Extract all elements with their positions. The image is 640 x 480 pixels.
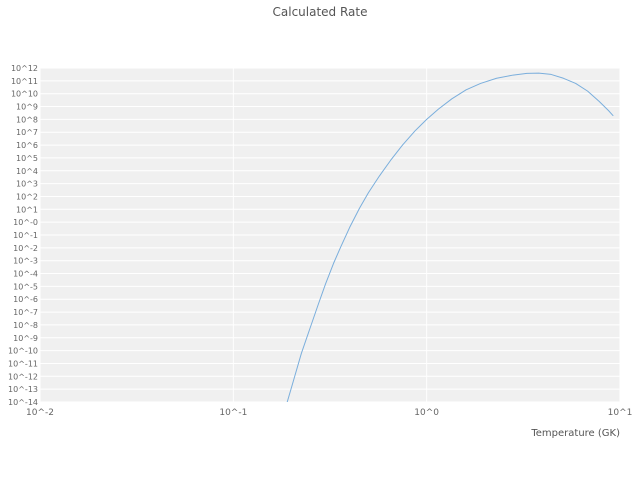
- y-tick-label: 10^8: [16, 115, 38, 124]
- y-axis-tick-labels: 10^12 10^11 10^10 10^9 10^8 10^7 10^6 10^5 10^4 1…: [8, 64, 38, 407]
- y-tick-label: 10^2: [16, 192, 38, 201]
- y-tick-label: 10^-13: [8, 385, 38, 394]
- y-tick-label: 10^7: [16, 128, 38, 137]
- y-tick-label: 10^-12: [8, 372, 38, 381]
- x-axis-tick-labels: 10^-2 10^-1 10^0 10^1: [26, 408, 632, 418]
- y-tick-label: 10^-9: [13, 334, 38, 343]
- y-tick-label: 10^-2: [13, 244, 38, 253]
- y-tick-label: 10^-4: [13, 270, 38, 279]
- rate-curve: [286, 72, 614, 402]
- chart-title: Calculated Rate: [273, 5, 368, 19]
- y-tick-label: 10^-0: [13, 218, 38, 227]
- series: [286, 72, 614, 402]
- x-tick-label: 10^1: [608, 408, 633, 418]
- y-tick-label: 10^-14: [8, 398, 38, 407]
- y-tick-label: 10^5: [16, 154, 38, 163]
- y-tick-label: 10^-1: [13, 231, 38, 240]
- y-tick-label: 10^11: [11, 77, 38, 86]
- y-tick-label: 10^1: [16, 205, 38, 214]
- y-tick-label: 10^4: [16, 167, 38, 176]
- y-tick-label: 10^-6: [13, 295, 38, 304]
- y-tick-label: 10^12: [11, 64, 38, 73]
- y-tick-label: 10^-5: [13, 282, 38, 291]
- x-axis-label: Temperature (GK): [530, 428, 620, 439]
- x-tick-label: 10^-2: [26, 408, 54, 418]
- y-tick-label: 10^6: [16, 141, 38, 150]
- y-tick-label: 10^10: [11, 90, 38, 99]
- y-tick-label: 10^-10: [8, 347, 38, 356]
- y-tick-label: 10^-11: [8, 359, 38, 368]
- y-tick-label: 10^-3: [13, 257, 38, 266]
- x-tick-label: 10^0: [414, 408, 439, 418]
- y-tick-label: 10^-7: [13, 308, 38, 317]
- y-tick-label: 10^-8: [13, 321, 38, 330]
- x-tick-label: 10^-1: [219, 408, 247, 418]
- y-tick-label: 10^9: [16, 103, 38, 112]
- y-tick-label: 10^3: [16, 180, 38, 189]
- grid: [39, 67, 621, 403]
